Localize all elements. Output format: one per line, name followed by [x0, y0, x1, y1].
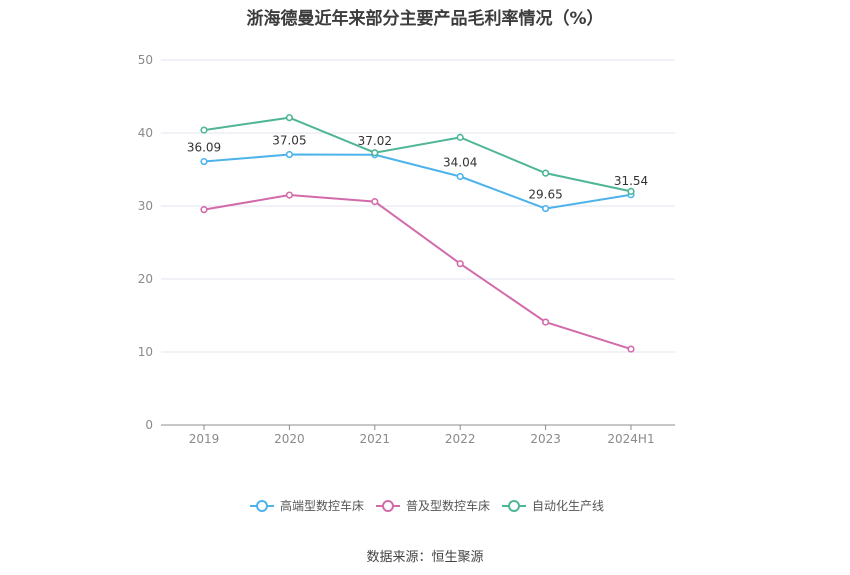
data-label: 31.54: [614, 174, 648, 188]
x-tick-label: 2024H1: [607, 432, 654, 446]
data-label: 34.04: [443, 156, 477, 170]
data-point: [541, 204, 550, 213]
series-line: [203, 194, 632, 351]
legend-swatch-marker[interactable]: [382, 500, 394, 512]
y-tick-label: 40: [138, 126, 153, 140]
data-point: [200, 126, 208, 134]
y-tick-label: 10: [138, 345, 153, 359]
data-label: 29.65: [528, 188, 562, 202]
series-line: [203, 116, 632, 193]
y-tick-label: 30: [138, 199, 153, 213]
data-point: [541, 318, 550, 326]
x-tick-label: 2019: [189, 432, 220, 446]
legend-item-label[interactable]: 自动化生产线: [532, 499, 604, 513]
data-point: [200, 206, 208, 214]
x-tick-label: 2021: [360, 432, 391, 446]
series-line: [203, 153, 632, 210]
data-point: [456, 172, 464, 181]
data-point: [371, 198, 379, 206]
data-point: [371, 149, 379, 157]
data-point: [285, 114, 294, 122]
legend-swatch-marker[interactable]: [256, 500, 268, 512]
data-point: [456, 133, 464, 141]
data-label: 37.05: [272, 134, 306, 148]
x-tick-label: 2023: [530, 432, 561, 446]
legend-item-label[interactable]: 高端型数控车床: [280, 498, 364, 513]
data-label: 36.09: [187, 141, 221, 155]
y-tick-label: 0: [145, 418, 153, 432]
data-point: [456, 260, 464, 268]
legend-item-label[interactable]: 普及型数控车床: [406, 498, 490, 513]
data-point: [541, 169, 550, 177]
y-tick-label: 50: [138, 53, 153, 67]
chart-title: 浙海德曼近年来部分主要产品毛利率情况（%）: [246, 9, 604, 29]
x-tick-label: 2022: [445, 432, 476, 446]
data-source: 数据来源：恒生聚源: [366, 550, 484, 565]
x-tick-label: 2020: [274, 432, 305, 446]
legend-swatch-marker[interactable]: [508, 500, 520, 512]
data-point: [627, 187, 635, 195]
data-point: [285, 191, 294, 199]
data-point: [285, 150, 294, 159]
data-point: [200, 157, 208, 166]
data-point: [627, 345, 635, 353]
y-tick-label: 20: [138, 272, 153, 286]
data-label: 37.02: [358, 134, 392, 148]
